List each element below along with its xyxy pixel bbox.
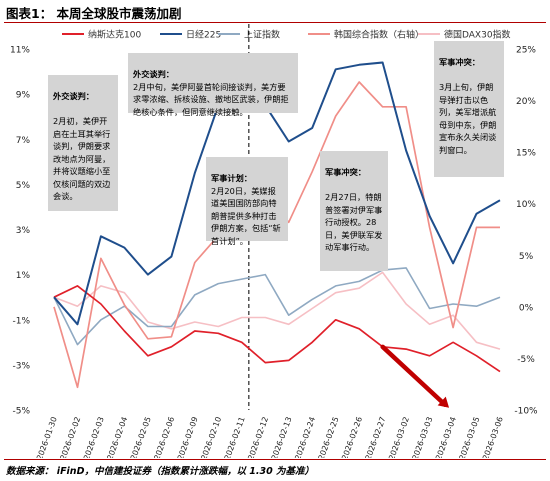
annotation-heading: 军事冲突： <box>325 167 366 178</box>
chart-area: 纳斯达克100 日经225 上证指数 韩国综合指数（右轴） 德国DAX30指数 11% 9… <box>10 24 538 458</box>
y-right-tick-label: 15% <box>516 149 536 159</box>
annotation-heading: 军事计划： <box>211 173 252 184</box>
annotation-text: 2月27日，特朗普签署对伊军事行动授权。28日，美伊联军发动军事行动。 <box>325 192 383 253</box>
annotation-heading: 军事冲突： <box>439 57 480 68</box>
y-left-tick-label: 7% <box>16 136 31 146</box>
x-tick-label: 2026-02-06 <box>152 416 176 458</box>
legend-label: 纳斯达克100 <box>88 29 141 41</box>
y-right-tick-label: -10% <box>514 407 538 417</box>
y-right-tick-label: 0% <box>519 303 534 313</box>
series-line-0 <box>53 285 501 373</box>
x-tick-label: 2026-02-05 <box>129 416 153 458</box>
x-tick-label: 2026-02-02 <box>58 416 82 458</box>
annotation-heading: 外交谈判： <box>53 91 94 102</box>
annotation-military-conflict-mar: 军事冲突： 3月上旬，伊朗导弹打击以色列，美军增派航母到中东，伊朗宣布永久关闭谈… <box>434 41 504 177</box>
y-left-tick-label: 1% <box>16 271 31 281</box>
x-tick-label: 2026-02-11 <box>223 416 247 458</box>
annotation-diplomacy-mid-feb: 外交谈判： 2月中旬，美伊阿曼首轮间接谈判，美方要求零浓缩、拆核设施、撤地区武装… <box>128 53 298 117</box>
y-right-tick-label: -5% <box>517 355 535 365</box>
arrow-head <box>437 396 450 408</box>
x-tick-label: 2026-03-06 <box>481 416 505 458</box>
y-left-tick-label: 5% <box>16 181 31 191</box>
source-note: 数据来源： iFinD，中信建投证券（指数累计涨跌幅，以 1.30 为基准） <box>6 466 315 477</box>
y-left-tick-label: 11% <box>10 46 30 56</box>
series-line-1 <box>53 61 501 326</box>
x-tick-label: 2026-02-12 <box>246 416 270 458</box>
y-left-tick-label: 9% <box>16 91 31 101</box>
annotation-text: 3月上旬，伊朗导弹打击以色列，美军增派航母到中东，伊朗宣布永久关闭谈判窗口。 <box>439 82 497 155</box>
x-tick-label: 2026-02-13 <box>270 416 294 458</box>
source-divider <box>4 459 546 460</box>
legend-label: 韩国综合指数（右轴） <box>334 29 424 41</box>
annotation-text: 2月20日，美媒报道美国国防部向特朗普提供多种打击伊朗方案，包括“斩首计划”。 <box>211 185 281 246</box>
y-right-tick-label: 25% <box>516 46 536 56</box>
annotation-text: 2月中旬，美伊阿曼首轮间接谈判，美方要求零浓缩、拆核设施、撤地区武装，伊朗拒绝核… <box>133 81 289 117</box>
y-left-tick-label: 3% <box>16 226 31 236</box>
legend-label: 上证指数 <box>244 29 280 41</box>
y-right-tick-label: 5% <box>519 252 534 262</box>
highlight-arrow <box>380 344 450 408</box>
annotation-military-conflict-feb: 军事冲突： 2月27日，特朗普签署对伊军事行动授权。28日，美伊联军发动军事行动… <box>320 151 388 271</box>
x-tick-label: 2026-03-02 <box>387 416 411 458</box>
y-left-tick-label: -1% <box>12 316 30 326</box>
annotation-diplomacy-early-feb: 外交谈判： 2月初，美伊开启在土耳其举行谈判，伊朗要求改地点为阿曼，并将议题缩小… <box>48 75 118 211</box>
annotation-heading: 外交谈判： <box>133 69 174 80</box>
x-tick-label: 2026-03-04 <box>434 416 458 458</box>
y-right-tick-label: 10% <box>516 200 536 210</box>
x-tick-label: 2026-02-24 <box>293 416 317 458</box>
y-left-tick-label: -3% <box>12 361 30 371</box>
x-tick-label: 2026-02-26 <box>340 416 364 458</box>
y-left-tick-label: -5% <box>12 407 30 417</box>
figure-title: 图表1： 本周全球股市震荡加剧 <box>6 6 182 21</box>
x-tick-label: 2026-03-05 <box>457 416 481 458</box>
x-tick-label: 2026-02-03 <box>82 416 106 458</box>
legend-label: 日经225 <box>186 29 221 41</box>
title-divider <box>4 22 546 23</box>
annotation-text: 2月初，美伊开启在土耳其举行谈判，伊朗要求改地点为阿曼，并将议题缩小至仅核问题的… <box>53 116 111 202</box>
series-line-2 <box>53 267 501 346</box>
legend: 纳斯达克100 日经225 上证指数 韩国综合指数（右轴） 德国DAX30指数 <box>62 29 511 41</box>
x-tick-label: 2026-01-30 <box>35 416 59 458</box>
legend-label: 德国DAX30指数 <box>444 29 511 41</box>
series-line-4 <box>53 271 501 350</box>
x-tick-label: 2026-02-09 <box>176 416 200 458</box>
annotation-military-plan: 军事计划： 2月20日，美媒报道美国国防部向特朗普提供多种打击伊朗方案，包括“斩… <box>206 157 288 246</box>
x-tick-label: 2026-02-25 <box>317 416 341 458</box>
x-tick-label: 2026-02-10 <box>199 416 223 458</box>
x-tick-label: 2026-02-27 <box>364 416 388 458</box>
arrow-shaft <box>380 344 448 407</box>
x-tick-label: 2026-03-03 <box>411 416 435 458</box>
x-tick-label: 2026-02-04 <box>105 416 129 458</box>
y-right-tick-label: 20% <box>516 97 536 107</box>
